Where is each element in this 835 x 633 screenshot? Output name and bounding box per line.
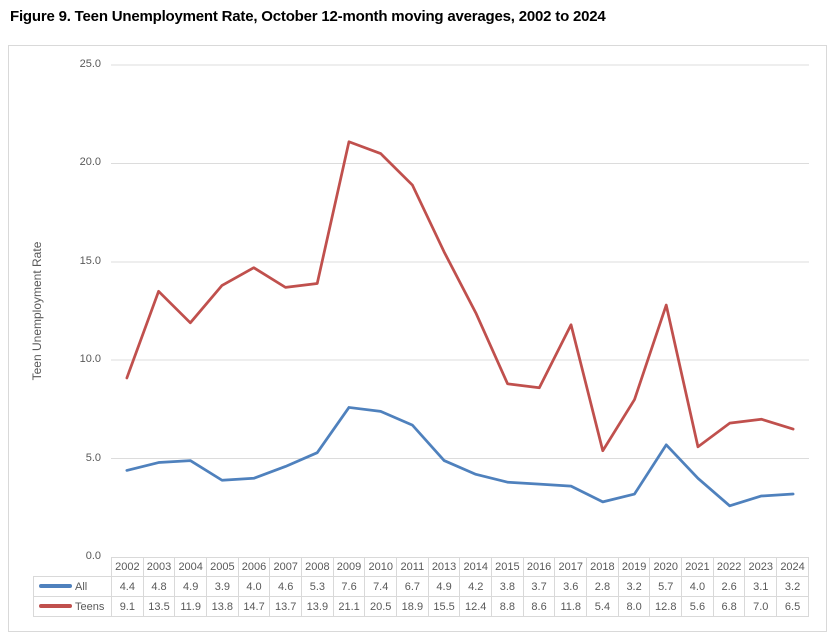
year-header-2021: 2021 [681,557,714,577]
year-header-2015: 2015 [491,557,524,577]
year-header-2018: 2018 [586,557,619,577]
y-axis-title: Teen Unemployment Rate [30,241,44,381]
value-teens-2020: 12.8 [649,596,683,617]
value-teens-2006: 14.7 [237,596,271,617]
value-teens-2003: 13.5 [142,596,176,617]
series-line-teens [125,140,795,453]
year-header-2008: 2008 [301,557,334,577]
value-teens-2021: 5.6 [681,596,714,617]
value-all-2015: 3.8 [491,576,524,597]
year-header-2019: 2019 [617,557,651,577]
year-header-2003: 2003 [142,557,176,577]
value-teens-2024: 6.5 [776,596,809,617]
year-header-2013: 2013 [427,557,461,577]
value-teens-2023: 7.0 [744,596,778,617]
year-header-2006: 2006 [237,557,271,577]
value-all-2005: 3.9 [206,576,239,597]
value-all-2021: 4.0 [681,576,714,597]
value-all-2010: 7.4 [364,576,398,597]
value-teens-2009: 21.1 [332,596,366,617]
value-teens-2016: 8.6 [522,596,556,617]
value-teens-2018: 5.4 [586,596,619,617]
legend-cell-teens: Teens [33,596,112,617]
value-all-2004: 4.9 [174,576,208,597]
year-header-2024: 2024 [776,557,809,577]
value-teens-2008: 13.9 [301,596,334,617]
value-teens-2013: 15.5 [427,596,461,617]
legend-line-swatch-all [39,583,72,588]
legend-label-all: All [75,580,88,593]
value-all-2006: 4.0 [237,576,271,597]
value-teens-2011: 18.9 [396,596,429,617]
value-teens-2022: 6.8 [712,596,746,617]
value-teens-2019: 8.0 [617,596,651,617]
value-teens-2014: 12.4 [459,596,493,617]
year-header-2010: 2010 [364,557,398,577]
year-header-2011: 2011 [396,557,429,577]
value-all-2022: 2.6 [712,576,746,597]
value-teens-2005: 13.8 [206,596,239,617]
value-all-2013: 4.9 [427,576,461,597]
value-all-2024: 3.2 [776,576,809,597]
year-header-2016: 2016 [522,557,556,577]
value-all-2011: 6.7 [396,576,429,597]
y-tick-label-5.0: 5.0 [85,451,101,464]
year-header-2023: 2023 [744,557,778,577]
value-all-2008: 5.3 [301,576,334,597]
year-header-2017: 2017 [554,557,588,577]
value-teens-2002: 9.1 [111,596,144,617]
value-teens-2007: 13.7 [269,596,303,617]
year-header-2007: 2007 [269,557,303,577]
y-tick-label-15.0: 15.0 [79,254,101,267]
year-header-2022: 2022 [712,557,746,577]
value-all-2003: 4.8 [142,576,176,597]
value-all-2009: 7.6 [332,576,366,597]
y-tick-label-20.0: 20.0 [79,156,101,169]
value-all-2020: 5.7 [649,576,683,597]
series-line-all [125,406,795,508]
year-header-2020: 2020 [649,557,683,577]
table-row-teens: Teens 9.1 13.5 11.9 13.8 14.7 13.7 13.9 21.1 20.5… [33,596,809,617]
value-all-2019: 3.2 [617,576,651,597]
value-teens-2017: 11.8 [554,596,588,617]
year-header-2004: 2004 [174,557,208,577]
figure-title: Figure 9. Teen Unemployment Rate, Octobe… [10,8,606,25]
year-header-2009: 2009 [332,557,366,577]
value-all-2017: 3.6 [554,576,588,597]
table-row-all: All 4.4 4.8 4.9 3.9 4.0 4.6 5.3 7.6 7.4 6.7 4.9 4.2 3… [33,576,809,597]
value-all-2016: 3.7 [522,576,556,597]
value-all-2007: 4.6 [269,576,303,597]
value-all-2014: 4.2 [459,576,493,597]
legend-label-teens: Teens [75,600,105,613]
year-header-2002: 2002 [111,557,144,577]
year-header-2014: 2014 [459,557,493,577]
value-all-2023: 3.1 [744,576,778,597]
legend-cell-all: All [33,576,112,597]
chart-container: Teen Unemployment Rate 0.0 5.0 10.0 15.0 20.… [8,45,827,632]
y-tick-label-10.0: 10.0 [79,353,101,366]
table-header-row: 2002 2003 2004 2005 2006 2007 2008 2009 2010 2011… [34,557,809,577]
y-tick-label-0.0: 0.0 [85,550,101,562]
table-corner-cell [34,558,112,577]
line-chart [111,64,809,508]
value-teens-2015: 8.8 [491,596,524,617]
y-tick-label-25.0: 25.0 [79,58,101,70]
value-teens-2010: 20.5 [364,596,398,617]
value-all-2002: 4.4 [111,576,144,597]
legend-line-swatch-teens [39,603,72,608]
year-header-2005: 2005 [206,557,239,577]
value-all-2018: 2.8 [586,576,619,597]
value-teens-2004: 11.9 [174,596,208,617]
chart-data-table: 2002 2003 2004 2005 2006 2007 2008 2009 2010 2011… [33,557,809,617]
